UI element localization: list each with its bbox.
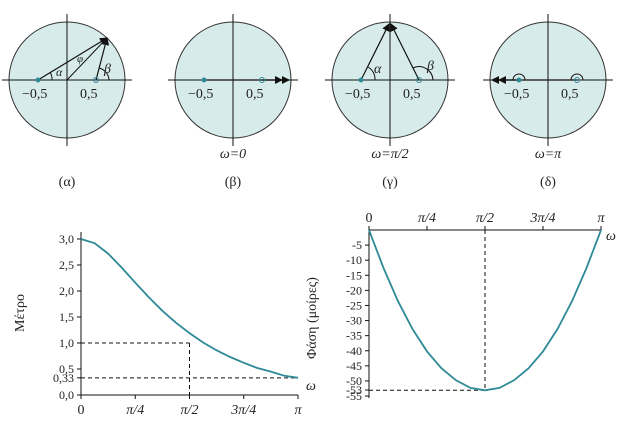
y-tick-label: 0,33 [53, 371, 74, 385]
magnitude-series-line [80, 238, 299, 379]
angle-beta-label: β [426, 59, 434, 74]
y-tick-label: 3,0 [59, 232, 74, 246]
angle-alpha-label: α [374, 62, 382, 77]
y-tick-label: -53 [346, 383, 362, 397]
y-axis-title: Μέτρο [13, 294, 28, 332]
y-tick-label: -40 [346, 344, 362, 358]
zero-marker [416, 77, 422, 83]
y-tick-label: -5 [352, 238, 362, 252]
x-tick-label: π [597, 211, 605, 226]
y-ticks: 0,0 0,330,5 1,0 1,5 2,0 2,5 3,0 [53, 232, 81, 402]
y-tick-label: -10 [346, 253, 362, 267]
y-axis-title: Φάση (μοίρες) [305, 277, 320, 359]
x-tick-label: 0 [78, 403, 85, 418]
y-tick-label: 0,5 [59, 362, 74, 376]
y-tick-label: -20 [346, 283, 362, 297]
angle-arc-beta [98, 67, 110, 81]
x-tick-label: π/2 [476, 211, 494, 226]
angle-arc-pole [512, 73, 526, 81]
pole-vector [360, 23, 390, 81]
diagram-d: −0,5 0,5 ω=π (δ) [483, 14, 613, 190]
x-tick-label: 0 [366, 211, 373, 226]
caption: (γ) [382, 175, 398, 190]
pole-marker [35, 77, 41, 83]
diagram-b: −0,5 0,5 ω=0 (β) [168, 14, 298, 190]
diagram-a: α β φ −0,5 0,5 (α) [2, 14, 132, 190]
zero-vector [95, 37, 110, 81]
x-tick-label: π/4 [126, 403, 144, 418]
magnitude-chart: Μέτρο ω 0,0 0,330,5 1,0 1,5 2,0 2,5 3,0 0 π/4 π/… [13, 232, 316, 418]
x-tick-label: π/4 [418, 211, 436, 226]
y-tick-label: 1,0 [59, 336, 74, 350]
x-ticks: 0 π/4 π/2 3π/4 π [366, 211, 605, 230]
y-tick-label: -30 [346, 314, 362, 328]
y-ticks: -5-10-15-20-25 -30-35-40-45-50-53-55 [346, 238, 369, 403]
x-tick-label: π [294, 403, 302, 418]
y-tick-label: -50 [346, 374, 362, 388]
omega-label: ω=0 [220, 147, 246, 162]
y-tick-label: -55 [346, 389, 362, 403]
angle-arc-alpha [367, 66, 376, 81]
caption: (α) [59, 175, 76, 190]
caption: (β) [225, 175, 242, 190]
zero-vector [390, 23, 420, 81]
x-ticks: 0 π/4 π/2 3π/4 π [78, 395, 302, 418]
right-tick-label: 0,5 [403, 87, 421, 102]
omega-label: ω=π/2 [371, 147, 408, 162]
y-tick-label: 2,0 [59, 284, 74, 298]
zero-marker [259, 77, 265, 83]
angle-alpha-label: α [56, 65, 63, 79]
pole-vector [37, 37, 108, 81]
right-tick-label: 0,5 [246, 87, 264, 102]
left-tick-label: −0,5 [504, 87, 529, 102]
guide-lines [81, 342, 298, 395]
x-axis-title: ω [306, 379, 316, 394]
phase-series-line [368, 229, 602, 392]
pole-marker [516, 77, 522, 83]
zero-marker [93, 77, 99, 83]
unit-vector [66, 37, 108, 81]
caption: (δ) [540, 175, 556, 190]
y-tick-label: -15 [346, 268, 362, 282]
y-tick-label: 1,5 [59, 310, 74, 324]
y-tick-label: 0,0 [59, 388, 74, 402]
left-tick-label: −0,5 [22, 87, 47, 102]
angle-beta-label: β [103, 62, 111, 77]
omega-label: ω=π [535, 147, 562, 162]
x-tick-label: 3π/4 [530, 211, 556, 226]
angle-phi-label: φ [77, 53, 83, 65]
x-tick-label: 3π/4 [230, 403, 256, 418]
y-tick-label: -45 [346, 359, 362, 373]
phase-chart: Φάση (μοίρες) ω -5-10-15-20-25-30-35-40-… [305, 211, 616, 403]
angle-arc-alpha [49, 71, 53, 81]
right-tick-label: 0,5 [561, 87, 579, 102]
y-tick-label: -25 [346, 298, 362, 312]
angle-arc-beta [412, 66, 434, 81]
x-tick-label: π/2 [181, 403, 199, 418]
pole-marker [358, 77, 364, 83]
right-tick-label: 0,5 [80, 87, 98, 102]
y-tick-label: -35 [346, 329, 362, 343]
diagram-c: α β −0,5 0,5 ω=π/2 (γ) [325, 14, 455, 190]
left-tick-label: −0,5 [345, 87, 370, 102]
pole-marker [201, 77, 207, 83]
x-axis-title: ω [606, 229, 616, 244]
y-tick-label: 2,5 [59, 258, 74, 272]
guide-lines [369, 230, 486, 391]
angle-arc-zero [570, 73, 584, 81]
zero-marker [574, 77, 580, 83]
left-tick-label: −0,5 [188, 87, 213, 102]
